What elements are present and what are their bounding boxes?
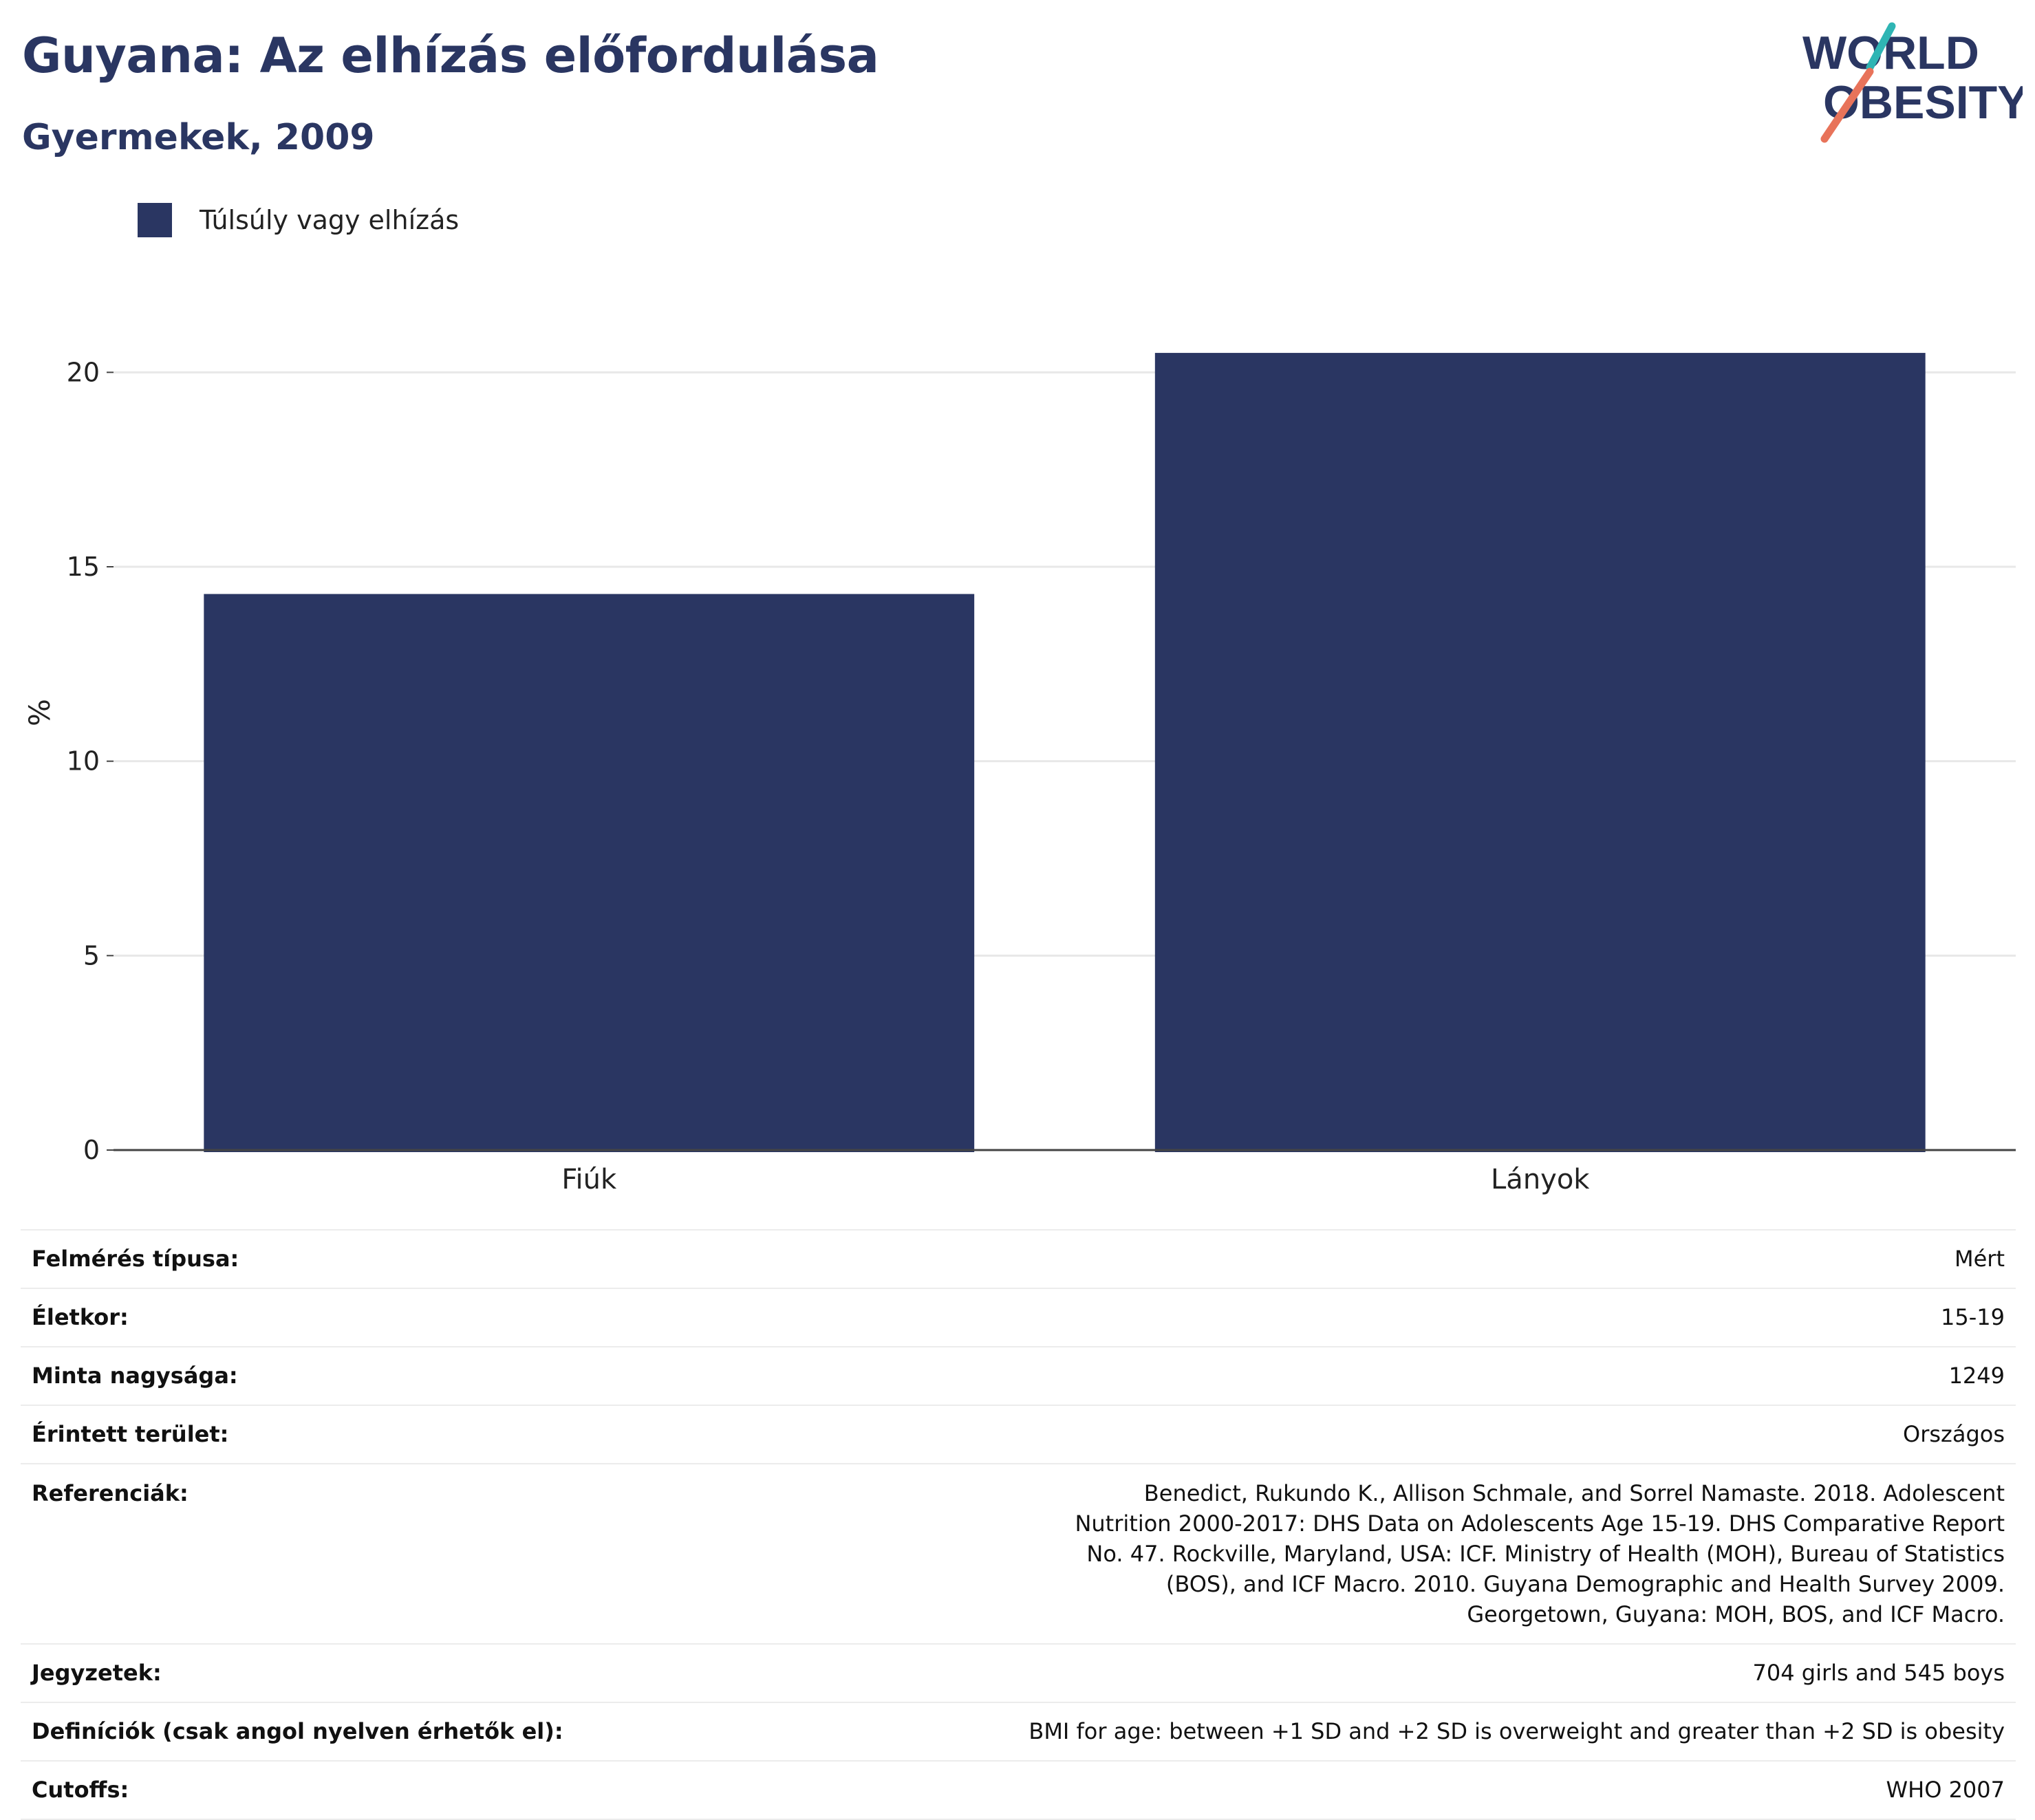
info-row-area: Érintett terület: Országos bbox=[21, 1405, 2016, 1464]
y-axis-label: % bbox=[23, 699, 56, 726]
info-label-survey-type: Felmérés típusa: bbox=[32, 1246, 239, 1272]
info-row-definitions: Definíciók (csak angol nyelven érhetők e… bbox=[21, 1702, 2016, 1761]
info-value-area: Országos bbox=[1903, 1421, 2005, 1447]
info-label-area: Érintett terület: bbox=[32, 1421, 229, 1447]
bar-2 bbox=[1154, 353, 1926, 1152]
legend: Túlsúly vagy elhízás bbox=[138, 203, 459, 237]
info-table: Felmérés típusa: Mért Életkor: 15-19 Min… bbox=[21, 1229, 2016, 1820]
info-label-sample: Minta nagysága: bbox=[32, 1363, 238, 1389]
info-label-references: Referenciák: bbox=[32, 1480, 189, 1506]
logo-slash-teal bbox=[1866, 22, 1896, 72]
x-tick-label: Fiúk bbox=[561, 1164, 617, 1195]
info-value-survey-type: Mért bbox=[1955, 1246, 2005, 1272]
world-obesity-logo: WORLD OBESITY bbox=[1802, 22, 2023, 143]
info-row-references: Referenciák: Benedict, Rukundo K., Allis… bbox=[21, 1464, 2016, 1644]
bar-chart: 0 5 10 15 20% Fiúk Lányok bbox=[23, 353, 2016, 1195]
info-value-sample: 1249 bbox=[1948, 1363, 2005, 1389]
x-tick-label: Lányok bbox=[1491, 1164, 1590, 1195]
info-row-cutoffs: Cutoffs: WHO 2007 bbox=[21, 1761, 2016, 1819]
info-value-notes: 704 girls and 545 boys bbox=[1752, 1660, 2005, 1686]
info-value-references: Benedict, Rukundo K., Allison Schmale, a… bbox=[1075, 1480, 2005, 1627]
bar-1 bbox=[204, 594, 975, 1152]
info-value-age: 15-19 bbox=[1941, 1304, 2005, 1330]
info-label-notes: Jegyzetek: bbox=[32, 1660, 162, 1686]
info-value-cutoffs: WHO 2007 bbox=[1886, 1777, 2005, 1803]
info-value-definitions: BMI for age: between +1 SD and +2 SD is … bbox=[1029, 1718, 2005, 1744]
info-label-cutoffs: Cutoffs: bbox=[32, 1777, 129, 1803]
y-tick-label: 0 bbox=[83, 1135, 100, 1165]
info-row-survey-type: Felmérés típusa: Mért bbox=[21, 1230, 2016, 1288]
y-tick-label: 5 bbox=[83, 940, 100, 971]
legend-swatch bbox=[138, 203, 172, 237]
logo-slash-coral bbox=[1820, 67, 1874, 143]
legend-label: Túlsúly vagy elhízás bbox=[200, 205, 460, 235]
info-label-definitions: Definíciók (csak angol nyelven érhetők e… bbox=[32, 1718, 563, 1744]
y-tick-label: 20 bbox=[67, 357, 100, 387]
chart-subtitle: Gyermekek, 2009 bbox=[22, 117, 375, 158]
y-tick-label: 15 bbox=[67, 552, 100, 582]
y-tick-label: 10 bbox=[67, 746, 100, 777]
info-row-notes: Jegyzetek: 704 girls and 545 boys bbox=[21, 1644, 2016, 1702]
info-label-age: Életkor: bbox=[32, 1304, 129, 1330]
info-row-age: Életkor: 15-19 bbox=[21, 1288, 2016, 1347]
chart-title: Guyana: Az elhízás előfordulása bbox=[22, 28, 879, 84]
info-row-sample: Minta nagysága: 1249 bbox=[21, 1347, 2016, 1405]
